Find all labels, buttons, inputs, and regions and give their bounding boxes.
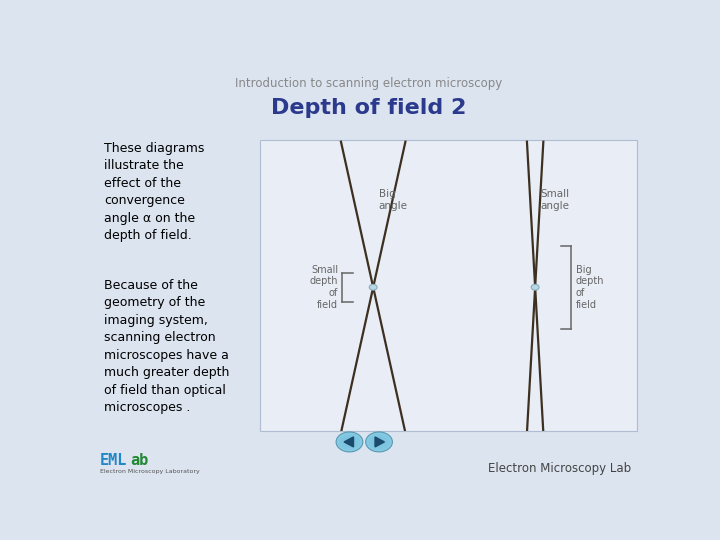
- Circle shape: [531, 285, 539, 290]
- Circle shape: [369, 434, 390, 450]
- Text: Introduction to scanning electron microscopy: Introduction to scanning electron micros…: [235, 77, 503, 90]
- Polygon shape: [375, 437, 384, 447]
- Text: Electron Microscopy Lab: Electron Microscopy Lab: [488, 462, 631, 475]
- Circle shape: [336, 432, 363, 452]
- Polygon shape: [344, 437, 354, 447]
- Text: Depth of field 2: Depth of field 2: [271, 98, 467, 118]
- Text: Small
depth
of
field: Small depth of field: [310, 265, 338, 309]
- Text: Electron Microscopy Laboratory: Electron Microscopy Laboratory: [100, 469, 199, 474]
- Circle shape: [366, 432, 392, 452]
- Circle shape: [338, 434, 360, 450]
- Text: These diagrams
illustrate the
effect of the
convergence
angle α on the
depth of : These diagrams illustrate the effect of …: [104, 141, 204, 242]
- Circle shape: [369, 285, 377, 290]
- Text: Small
angle: Small angle: [541, 189, 570, 211]
- Text: Big
angle: Big angle: [379, 189, 408, 211]
- Circle shape: [336, 432, 363, 452]
- Text: EML: EML: [100, 453, 127, 468]
- Text: ab: ab: [130, 453, 148, 468]
- Bar: [260, 140, 637, 431]
- Text: Big
depth
of
field: Big depth of field: [576, 265, 604, 309]
- Circle shape: [371, 436, 387, 448]
- Text: Because of the
geometry of the
imaging system,
scanning electron
microscopes hav: Because of the geometry of the imaging s…: [104, 279, 230, 414]
- Circle shape: [341, 436, 358, 448]
- Circle shape: [366, 432, 392, 452]
